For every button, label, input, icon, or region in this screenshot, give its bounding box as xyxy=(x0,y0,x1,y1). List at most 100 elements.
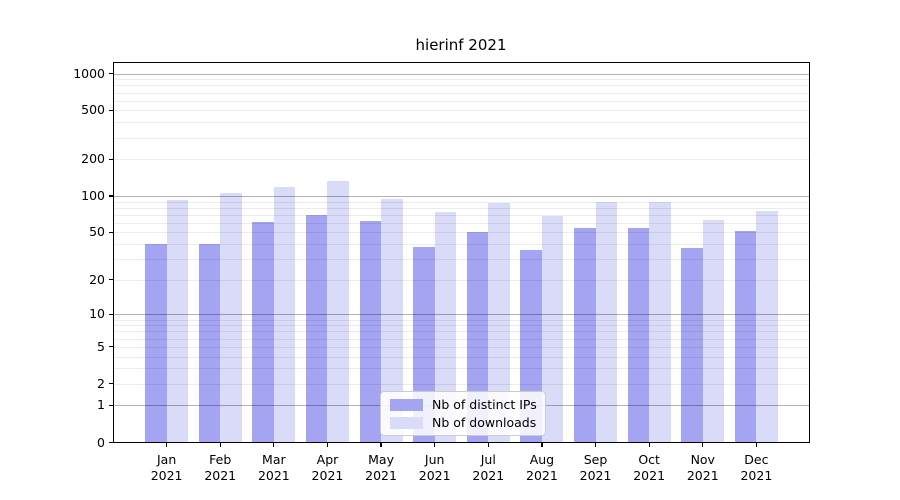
bar-downloads-mar xyxy=(273,187,296,443)
bar-ips-jul xyxy=(466,232,489,443)
y-tick-label: 0 xyxy=(97,434,105,450)
x-tick-year: 2021 xyxy=(418,468,451,483)
bar-downloads-oct xyxy=(649,202,671,443)
bar-downloads-jan xyxy=(166,199,189,443)
x-tickmark xyxy=(273,442,275,447)
y-tick-label: 200 xyxy=(81,151,105,167)
major-gridline xyxy=(113,196,810,197)
minor-gridline xyxy=(113,207,810,209)
minor-gridline xyxy=(113,325,810,327)
x-tick-year: 2021 xyxy=(740,468,773,483)
minor-gridline xyxy=(113,137,810,139)
x-tickmark xyxy=(326,442,329,447)
bar-ips-may xyxy=(359,221,382,443)
bar-downloads-nov xyxy=(702,220,725,443)
bar-ips-sep xyxy=(574,227,596,443)
y-tickmark xyxy=(108,72,113,75)
x-tick-label: Mar 2021 xyxy=(257,451,290,484)
legend-swatch xyxy=(390,398,423,411)
minor-gridline xyxy=(113,368,810,370)
y-tick-label: 5 xyxy=(97,338,105,354)
y-tickmark xyxy=(108,313,113,315)
bar-downloads-dec xyxy=(756,211,778,443)
minor-gridline xyxy=(113,383,810,385)
y-tick-label: 100 xyxy=(81,188,105,203)
bar-downloads-jul xyxy=(488,202,510,443)
chart-title: hierinf 2021 xyxy=(415,36,507,54)
x-tick-label: Jun 2021 xyxy=(418,451,451,484)
major-gridline xyxy=(113,314,810,316)
bar-ips-apr xyxy=(306,214,328,443)
x-tick-year: 2021 xyxy=(204,468,237,483)
legend-swatch xyxy=(390,416,423,429)
x-tick-year: 2021 xyxy=(686,468,719,483)
bar-ips-dec xyxy=(734,231,757,443)
x-tick-label: Sep 2021 xyxy=(579,451,612,484)
minor-gridline xyxy=(113,338,810,340)
x-tick-label: Jan 2021 xyxy=(150,451,183,484)
minor-gridline xyxy=(113,92,810,94)
minor-gridline xyxy=(113,222,810,224)
minor-gridline xyxy=(113,201,810,203)
y-tickmark xyxy=(108,158,113,160)
x-tickmark xyxy=(648,442,650,447)
x-tickmark xyxy=(219,442,221,447)
minor-gridline xyxy=(113,331,810,333)
bar-ips-nov xyxy=(681,248,703,443)
x-tickmark xyxy=(380,442,382,447)
bar-ips-oct xyxy=(627,228,650,443)
x-tick-year: 2021 xyxy=(526,468,558,483)
minor-gridline xyxy=(113,110,810,112)
x-tick-label: Feb 2021 xyxy=(204,451,237,484)
x-tick-year: 2021 xyxy=(365,468,397,483)
x-tick-label: Aug 2021 xyxy=(526,451,558,484)
minor-gridline xyxy=(113,85,810,87)
bar-downloads-may xyxy=(381,198,403,443)
y-tick-label: 10 xyxy=(89,306,105,322)
x-tick-year: 2021 xyxy=(579,468,612,483)
y-tickmark xyxy=(108,195,113,197)
bar-downloads-apr xyxy=(327,180,349,443)
x-tickmark xyxy=(594,442,597,447)
major-gridline xyxy=(113,73,810,75)
y-tick-label: 50 xyxy=(89,224,105,240)
x-tick-year: 2021 xyxy=(633,468,666,483)
minor-gridline xyxy=(113,122,810,124)
x-tick-year: 2021 xyxy=(311,468,344,483)
x-tick-year: 2021 xyxy=(257,468,290,483)
y-tickmark xyxy=(108,383,113,385)
x-tick-label: Jul 2021 xyxy=(472,451,505,484)
minor-gridline xyxy=(113,159,810,161)
x-tickmark xyxy=(434,442,436,447)
bar-ips-feb xyxy=(198,244,221,443)
y-tickmark xyxy=(108,279,113,281)
bar-ips-mar xyxy=(252,222,274,443)
y-tickmark xyxy=(108,346,113,348)
bar-downloads-sep xyxy=(595,201,617,443)
x-tickmark xyxy=(755,442,757,447)
minor-gridline xyxy=(113,259,810,261)
y-tickmark xyxy=(108,441,113,444)
legend-label: Nb of downloads xyxy=(432,415,537,430)
legend: Nb of distinct IPs Nb of downloads xyxy=(380,391,546,436)
x-tick-year: 2021 xyxy=(150,468,183,483)
bar-downloads-aug xyxy=(541,216,564,443)
y-tickmark xyxy=(108,404,113,407)
y-tick-label: 2 xyxy=(97,375,105,391)
plot-area-border xyxy=(113,61,810,443)
legend-item-downloads: Nb of downloads xyxy=(390,415,536,430)
y-tick-label: 500 xyxy=(81,102,105,118)
bar-downloads-feb xyxy=(220,193,242,443)
y-tickmark xyxy=(108,109,113,112)
minor-gridline xyxy=(113,214,810,216)
bar-ips-jan xyxy=(145,244,167,443)
legend-label: Nb of distinct IPs xyxy=(432,397,537,412)
x-tick-label: Oct 2021 xyxy=(633,451,666,484)
minor-gridline xyxy=(113,100,810,102)
x-tickmark xyxy=(487,442,489,447)
minor-gridline xyxy=(113,244,810,246)
x-tick-label: Apr 2021 xyxy=(311,451,344,484)
y-tickmark xyxy=(108,231,113,234)
y-tick-label: 1 xyxy=(97,397,105,413)
x-tickmark xyxy=(166,442,168,447)
